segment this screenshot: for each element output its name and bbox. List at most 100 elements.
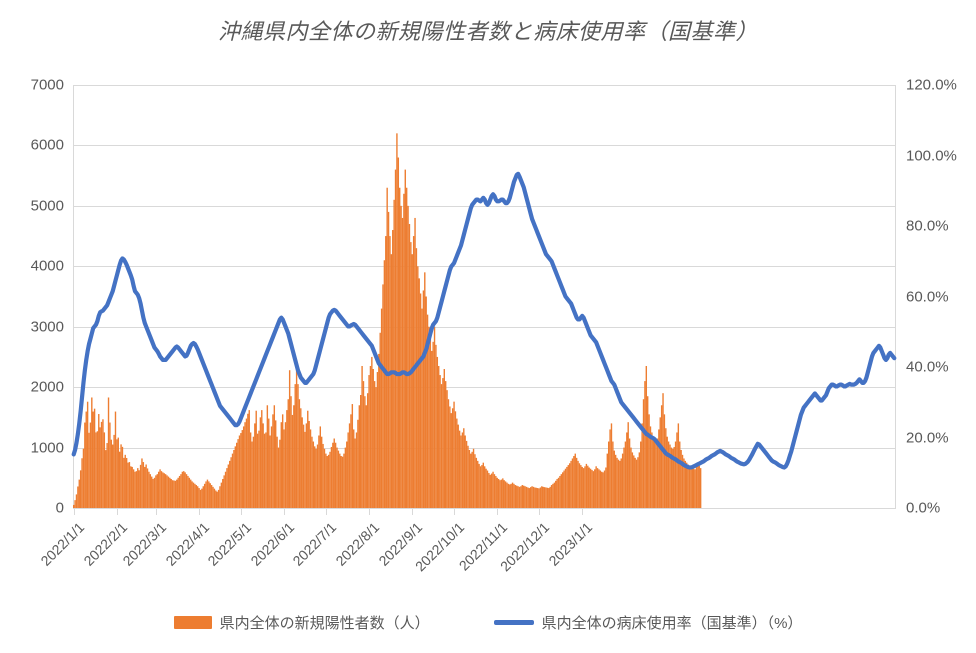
bar-new-cases <box>332 442 334 508</box>
right-axis-tick-label: 100.0% <box>906 147 957 164</box>
bar-new-cases <box>393 199 395 508</box>
bar-new-cases <box>138 470 140 508</box>
bar-new-cases <box>446 390 448 508</box>
bar-new-cases <box>134 471 136 508</box>
bar-new-cases <box>305 423 308 508</box>
bar-new-cases <box>443 369 445 508</box>
bar-new-cases <box>177 477 179 508</box>
bar-new-cases <box>688 465 691 508</box>
bar-new-cases <box>336 447 338 508</box>
bar-new-cases <box>337 450 340 508</box>
x-axis-tick-mark <box>454 508 455 515</box>
right-axis-labels: 0.0% 20.0% 40.0% 60.0% 80.0% 100.0% 120.0% <box>906 0 976 653</box>
bar-new-cases <box>275 420 277 508</box>
bar-new-cases <box>581 466 583 508</box>
bar-new-cases <box>145 464 147 508</box>
bar-new-cases <box>173 480 175 508</box>
bar-new-cases <box>74 500 76 508</box>
legend-item-cases[interactable]: 県内全体の新規陽性者数（人） <box>173 612 430 633</box>
bar-new-cases <box>588 467 590 508</box>
bar-new-cases <box>93 408 96 508</box>
bar-new-cases <box>418 278 420 508</box>
bar-new-cases <box>404 169 406 508</box>
bar-new-cases <box>184 472 186 508</box>
bar-new-cases <box>89 422 92 508</box>
right-axis-tick-label: 40.0% <box>906 358 949 376</box>
bar-new-cases <box>355 432 358 508</box>
bar-new-cases <box>113 434 115 508</box>
bar-new-cases <box>79 470 82 508</box>
bar-new-cases <box>424 272 426 508</box>
legend-swatch-bar-icon <box>173 616 212 629</box>
bar-new-cases <box>474 454 476 508</box>
bar-new-cases <box>573 456 575 508</box>
gridline <box>73 327 895 328</box>
bar-new-cases <box>390 254 393 508</box>
gridline <box>73 387 895 388</box>
legend-item-bed-usage[interactable]: 県内全体の病床使用率（国基準）（%） <box>493 612 802 633</box>
bar-new-cases <box>360 395 362 508</box>
bar-new-cases <box>582 468 585 508</box>
bar-new-cases <box>131 466 133 508</box>
bar-new-cases <box>346 441 348 508</box>
bar-new-cases <box>364 396 366 508</box>
bar-new-cases <box>217 489 220 508</box>
bar-new-cases <box>73 504 75 508</box>
bar-new-cases <box>81 458 83 508</box>
bar-new-cases <box>387 211 390 508</box>
bar-new-cases <box>273 405 276 508</box>
bar-new-cases <box>488 472 490 508</box>
bar-new-cases <box>450 413 452 508</box>
bar-new-cases <box>252 436 255 508</box>
bar-new-cases <box>86 401 89 508</box>
bar-new-cases <box>340 456 342 508</box>
bar-new-cases <box>670 447 673 508</box>
bar-new-cases <box>128 462 131 508</box>
bar-new-cases <box>371 356 373 508</box>
bar-new-cases <box>227 464 230 508</box>
bar-new-cases <box>255 410 257 508</box>
bar-new-cases <box>506 482 508 508</box>
bar-new-cases <box>510 483 512 508</box>
bar-new-cases <box>621 453 624 508</box>
bar-new-cases <box>403 193 405 508</box>
bar-new-cases <box>549 486 551 508</box>
bar-new-cases <box>361 365 363 508</box>
bar-new-cases <box>401 217 404 508</box>
bar-new-cases <box>394 169 397 508</box>
bar-new-cases <box>472 448 475 508</box>
bar-new-cases <box>314 446 316 508</box>
bar-new-cases <box>566 466 568 508</box>
left-axis-tick-label: 7000 <box>30 76 64 94</box>
bar-new-cases <box>575 457 578 508</box>
bar-new-cases <box>219 486 221 508</box>
bar-new-cases <box>380 308 383 508</box>
bar-new-cases <box>357 419 359 508</box>
bar-new-cases <box>112 444 114 508</box>
bar-new-cases <box>233 449 235 508</box>
bar-new-cases <box>543 487 546 508</box>
bar-new-cases <box>170 478 172 508</box>
bar-new-cases <box>596 468 599 508</box>
bar-new-cases <box>484 466 486 508</box>
bar-new-cases <box>612 441 614 508</box>
bar-new-cases <box>568 463 571 508</box>
bar-new-cases <box>672 448 674 508</box>
bar-new-cases <box>309 429 312 508</box>
bar-new-cases <box>203 483 206 508</box>
bar-new-cases <box>531 486 533 508</box>
bar-new-cases <box>95 432 97 508</box>
bar-new-cases <box>665 428 667 508</box>
bar-new-cases <box>329 451 331 508</box>
bar-new-cases <box>383 260 386 508</box>
bar-new-cases <box>362 381 365 508</box>
bar-new-cases <box>259 417 262 508</box>
bar-new-cases <box>210 485 213 508</box>
bar-new-cases <box>683 458 685 508</box>
bar-new-cases <box>444 381 447 508</box>
bar-new-cases <box>354 438 356 508</box>
bar-new-cases <box>548 488 550 508</box>
bar-new-cases <box>319 426 321 508</box>
bar-new-cases <box>121 446 124 508</box>
